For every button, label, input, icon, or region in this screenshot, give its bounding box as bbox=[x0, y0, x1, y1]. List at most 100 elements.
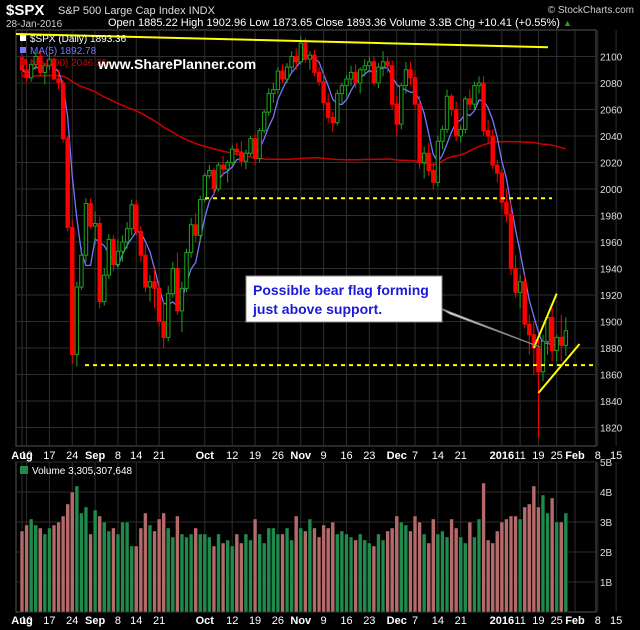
candle-body bbox=[495, 164, 500, 174]
candle bbox=[124, 222, 130, 249]
candle bbox=[60, 80, 66, 143]
volume-bar bbox=[316, 536, 322, 613]
volume-bar bbox=[371, 545, 376, 613]
candle bbox=[490, 129, 495, 170]
volume-bar bbox=[417, 521, 422, 613]
candle bbox=[225, 159, 230, 183]
date-tick-label: 21 bbox=[455, 615, 467, 627]
callout-pointer bbox=[439, 307, 541, 348]
candle bbox=[504, 188, 509, 223]
date-tick-label: Dec bbox=[387, 450, 407, 462]
legend-swatch bbox=[20, 35, 26, 41]
volume-bar bbox=[115, 533, 121, 613]
volume-bar bbox=[326, 527, 331, 613]
candle-body bbox=[60, 82, 66, 140]
date-tick-label: Feb bbox=[565, 615, 585, 627]
candle-body bbox=[417, 103, 422, 163]
candle bbox=[481, 76, 486, 136]
date-tick-label: 14 bbox=[130, 615, 142, 627]
candle bbox=[211, 167, 217, 196]
date-tick-label: 21 bbox=[153, 450, 165, 462]
candle-body bbox=[248, 138, 253, 154]
volume-bar bbox=[399, 521, 404, 613]
candle bbox=[193, 212, 198, 242]
volume-tick-label: 3B bbox=[600, 518, 613, 529]
candle-body bbox=[129, 204, 134, 230]
volume-bar bbox=[481, 482, 486, 613]
candle-body bbox=[184, 252, 189, 289]
volume-bar bbox=[504, 518, 509, 613]
candle bbox=[166, 285, 171, 342]
volume-bar bbox=[467, 521, 472, 613]
volume-bar bbox=[65, 503, 70, 613]
candle-body bbox=[143, 254, 148, 288]
candle bbox=[216, 162, 221, 192]
candle-body bbox=[152, 281, 157, 289]
candle-body bbox=[335, 93, 340, 124]
candle bbox=[549, 308, 555, 362]
volume-bar bbox=[335, 533, 340, 613]
volume-bar bbox=[166, 527, 171, 613]
volume-bar bbox=[454, 527, 459, 613]
volume-bar bbox=[554, 521, 559, 613]
candle bbox=[179, 281, 185, 333]
price-tick-label: 1860 bbox=[600, 370, 623, 381]
volume-bar bbox=[102, 521, 107, 613]
candle bbox=[426, 142, 431, 176]
candle bbox=[65, 135, 70, 232]
candle-body bbox=[348, 71, 354, 80]
candle bbox=[408, 61, 413, 86]
candle-body bbox=[394, 103, 399, 125]
candle-body bbox=[431, 169, 436, 183]
date-tick-label: Oct bbox=[196, 450, 215, 462]
candle-body bbox=[188, 224, 194, 254]
legend-swatch bbox=[20, 59, 26, 65]
volume-bar bbox=[234, 533, 239, 613]
candle bbox=[271, 82, 276, 103]
candle bbox=[239, 141, 244, 167]
volume-bar bbox=[559, 521, 564, 613]
candle-body bbox=[120, 241, 125, 252]
candle-body bbox=[513, 267, 518, 293]
candle bbox=[339, 82, 345, 103]
volume-bar bbox=[152, 530, 157, 613]
candle bbox=[403, 61, 409, 94]
callout-line-1: Possible bear flag forming bbox=[253, 282, 429, 298]
candle-body bbox=[389, 65, 395, 105]
candle bbox=[42, 63, 48, 85]
volume-bar bbox=[143, 512, 148, 613]
volume-bar bbox=[412, 515, 418, 613]
candle-body bbox=[527, 323, 532, 336]
candle bbox=[321, 72, 326, 110]
date-tick-label: 11 bbox=[514, 450, 525, 462]
candle bbox=[202, 173, 208, 203]
volume-bar bbox=[252, 518, 258, 613]
candle-body bbox=[243, 152, 249, 162]
volume-bar bbox=[202, 533, 207, 613]
candle bbox=[559, 314, 564, 362]
candle-body bbox=[147, 281, 153, 288]
date-tick-label: 7 bbox=[412, 615, 418, 627]
volume-bar bbox=[476, 518, 482, 613]
volume-bar bbox=[403, 524, 408, 613]
candle bbox=[376, 63, 381, 89]
candle bbox=[97, 216, 102, 309]
date-tick-label: 19 bbox=[532, 450, 544, 462]
volume-legend-label: Volume 3,305,307,648 bbox=[32, 466, 133, 477]
candle-body bbox=[298, 42, 303, 63]
candle-body bbox=[266, 93, 271, 113]
volume-bar bbox=[284, 527, 290, 613]
candle-body bbox=[65, 138, 70, 228]
volume-bar bbox=[444, 536, 450, 613]
candle-body bbox=[403, 69, 409, 87]
candle bbox=[33, 52, 38, 70]
price-tick-label: 1960 bbox=[600, 238, 623, 249]
price-tick-label: 1900 bbox=[600, 317, 623, 328]
candle-body bbox=[294, 55, 299, 63]
volume-bar bbox=[70, 491, 75, 613]
candle bbox=[316, 67, 322, 86]
volume-bar bbox=[536, 506, 541, 613]
volume-bar bbox=[431, 518, 436, 613]
